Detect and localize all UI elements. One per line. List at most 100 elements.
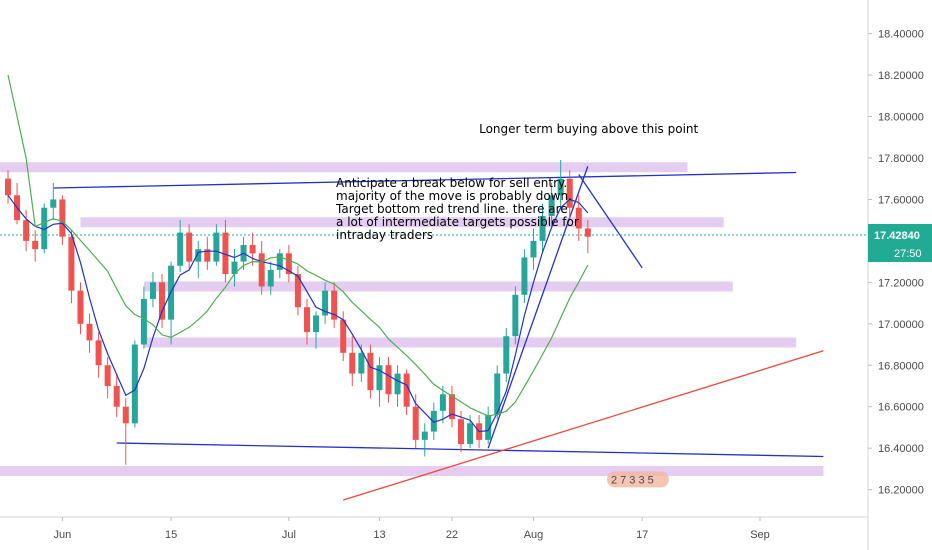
annotation-sell-line: Anticipate a break below for sell entry. xyxy=(336,176,567,190)
price-label: 17.42840 xyxy=(874,230,920,242)
y-tick-label: 18.00000 xyxy=(878,112,924,124)
candle-body xyxy=(122,406,129,424)
candle-body xyxy=(376,365,383,391)
candle-body xyxy=(177,232,184,266)
zone-4 xyxy=(0,465,824,476)
event-badge-text: 2 7 3 3 5 xyxy=(611,474,654,486)
candle-body xyxy=(349,352,356,374)
candle-body xyxy=(467,423,474,445)
candle-body xyxy=(412,406,419,440)
candle-body xyxy=(77,290,84,324)
annotation-sell-line: majority of the move is probably down. xyxy=(336,189,572,203)
candle-body xyxy=(430,410,437,432)
x-tick-label: 17 xyxy=(636,529,648,541)
x-tick-label: 13 xyxy=(373,529,385,541)
annotation-buying-text: Longer term buying above this point xyxy=(479,122,698,136)
x-tick-label: Sep xyxy=(750,529,770,541)
candle-body xyxy=(140,298,147,345)
y-tick-label: 17.80000 xyxy=(878,153,924,165)
price-label-bg xyxy=(868,223,932,244)
candle-body xyxy=(530,240,537,258)
candle-body xyxy=(385,365,392,395)
candle-body xyxy=(313,315,320,333)
ma-fast-line xyxy=(7,194,589,433)
zone-0 xyxy=(0,162,688,173)
annotations: Longer term buying above this point Antic… xyxy=(335,122,699,488)
candle-body xyxy=(367,352,374,391)
x-tick-label: 22 xyxy=(446,529,458,541)
candle-body xyxy=(403,373,410,407)
candle-body xyxy=(285,253,292,275)
y-tick-label: 16.40000 xyxy=(878,443,924,455)
candlesticks xyxy=(5,160,591,465)
candle-body xyxy=(195,249,202,262)
annotation-sell-line: intraday traders xyxy=(336,228,433,242)
x-tick-label: Aug xyxy=(524,529,544,541)
candle-body xyxy=(584,228,591,237)
candle-body xyxy=(557,178,564,196)
candle-body xyxy=(113,385,120,407)
candle-body xyxy=(86,323,93,341)
candle-body xyxy=(213,232,220,262)
support-resistance-zones xyxy=(0,162,824,476)
candle-body xyxy=(149,282,156,299)
candle-body xyxy=(186,232,193,262)
ma-slow-line xyxy=(7,74,589,417)
candle-body xyxy=(231,261,238,275)
y-tick-label: 17.20000 xyxy=(878,277,924,289)
x-tick-label: Jul xyxy=(282,529,296,541)
candle-body xyxy=(204,249,211,262)
y-tick-label: 16.20000 xyxy=(878,485,924,497)
candle-body xyxy=(439,394,446,411)
candle-body xyxy=(267,269,274,287)
candle-body xyxy=(95,340,102,366)
candle-body xyxy=(512,294,519,337)
candle-body xyxy=(258,253,265,287)
candle-body xyxy=(322,290,329,316)
trend-line-2 xyxy=(343,350,824,501)
candle-body xyxy=(521,257,528,295)
countdown-label-bg xyxy=(868,243,932,262)
candle-body xyxy=(249,245,256,254)
y-tick-label: 17.60000 xyxy=(878,194,924,206)
y-tick-label: 17.00000 xyxy=(878,319,924,331)
trend-line-0 xyxy=(53,171,797,189)
trend-line-1 xyxy=(116,442,824,458)
y-tick-label: 18.40000 xyxy=(878,29,924,41)
candle-body xyxy=(50,199,57,208)
annotation-sell-line: a lot of intermediate targets possible f… xyxy=(336,215,579,229)
candle-body xyxy=(104,365,111,386)
candle-body xyxy=(159,282,166,320)
zone-1 xyxy=(80,217,724,228)
candle-body xyxy=(340,319,347,353)
countdown-label: 27:50 xyxy=(894,248,922,260)
candle-body xyxy=(566,178,573,208)
event-badge xyxy=(606,471,669,488)
y-tick-label: 18.20000 xyxy=(878,70,924,82)
trend-line-4 xyxy=(578,174,643,269)
candle-body xyxy=(276,253,283,270)
candle-body xyxy=(32,240,39,250)
y-tick-label: 16.60000 xyxy=(878,402,924,414)
candle-body xyxy=(458,419,464,445)
moving-averages xyxy=(7,74,589,433)
x-tick-label: 15 xyxy=(165,529,177,541)
candle-body xyxy=(294,274,301,308)
candle-body xyxy=(539,216,546,241)
trend-lines xyxy=(0,166,868,501)
candle-body xyxy=(448,394,455,420)
candle-body xyxy=(494,373,501,416)
candle-body xyxy=(68,236,75,291)
candle-body xyxy=(131,344,138,424)
candle-body xyxy=(23,220,30,241)
candle-body xyxy=(548,195,555,217)
candle-body xyxy=(5,178,11,196)
y-tick-label: 16.80000 xyxy=(878,360,924,372)
candle-body xyxy=(394,373,401,395)
candle-body xyxy=(303,307,310,333)
zone-2 xyxy=(143,281,733,292)
